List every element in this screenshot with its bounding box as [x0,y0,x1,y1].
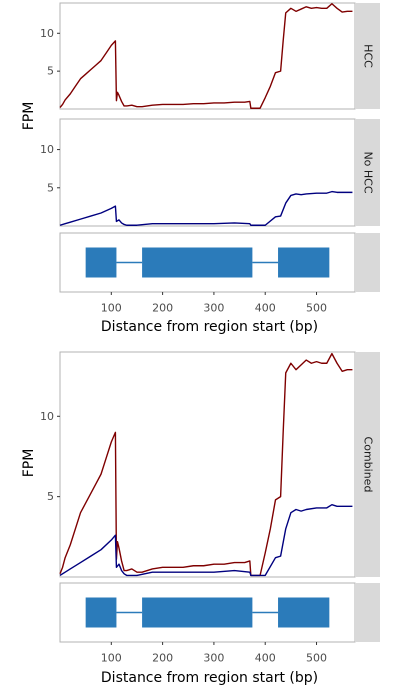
facet-strip-label: HCC [362,44,375,68]
facet-strip [356,352,380,577]
x-tick-label: 400 [255,652,276,665]
x-axis-title: Distance from region start (bp) [101,670,318,686]
facet-strip [356,3,380,109]
x-tick-label: 100 [101,652,122,665]
x-tick-label: 200 [152,302,173,315]
x-tick-label: 500 [306,302,327,315]
panel-background [59,2,356,110]
y-tick-label: 10 [40,143,54,156]
y-axis-title: FPM [21,449,37,478]
gene-track-0 [59,232,380,295]
y-tick-label: 10 [40,27,54,40]
panel-background [59,118,356,227]
facet-strip-label: No HCC [362,151,375,193]
facet-panel-1 [57,118,380,227]
y-tick-label: 5 [47,65,54,78]
exon-block [142,597,253,628]
y-tick-label: 5 [47,181,54,194]
y-axis-title: FPM [21,102,37,131]
facet-strip [356,119,380,226]
panel-background [59,351,356,578]
exon-block [142,247,253,278]
exon-block [85,247,117,278]
y-tick-label: 5 [47,490,54,503]
gene-track-1 [59,582,380,645]
track-strip [356,233,380,292]
exon-block [278,247,330,278]
y-tick-label: 10 [40,410,54,423]
x-tick-label: 500 [306,652,327,665]
x-tick-label: 400 [255,302,276,315]
facet-panel-2 [57,351,380,578]
exon-block [85,597,117,628]
x-tick-label: 100 [101,302,122,315]
series-line-no-hcc [59,190,353,226]
series-line-no-hcc [59,503,353,577]
x-tick-label: 200 [152,652,173,665]
x-axis-title: Distance from region start (bp) [101,319,318,335]
series-line-hcc [59,352,353,577]
facet-strip-label: Combined [362,437,375,493]
facet-panel-0 [57,2,380,110]
track-strip [356,583,380,642]
exon-block [278,597,330,628]
series-line-hcc [59,3,353,109]
x-tick-label: 300 [203,302,224,315]
x-tick-label: 300 [203,652,224,665]
